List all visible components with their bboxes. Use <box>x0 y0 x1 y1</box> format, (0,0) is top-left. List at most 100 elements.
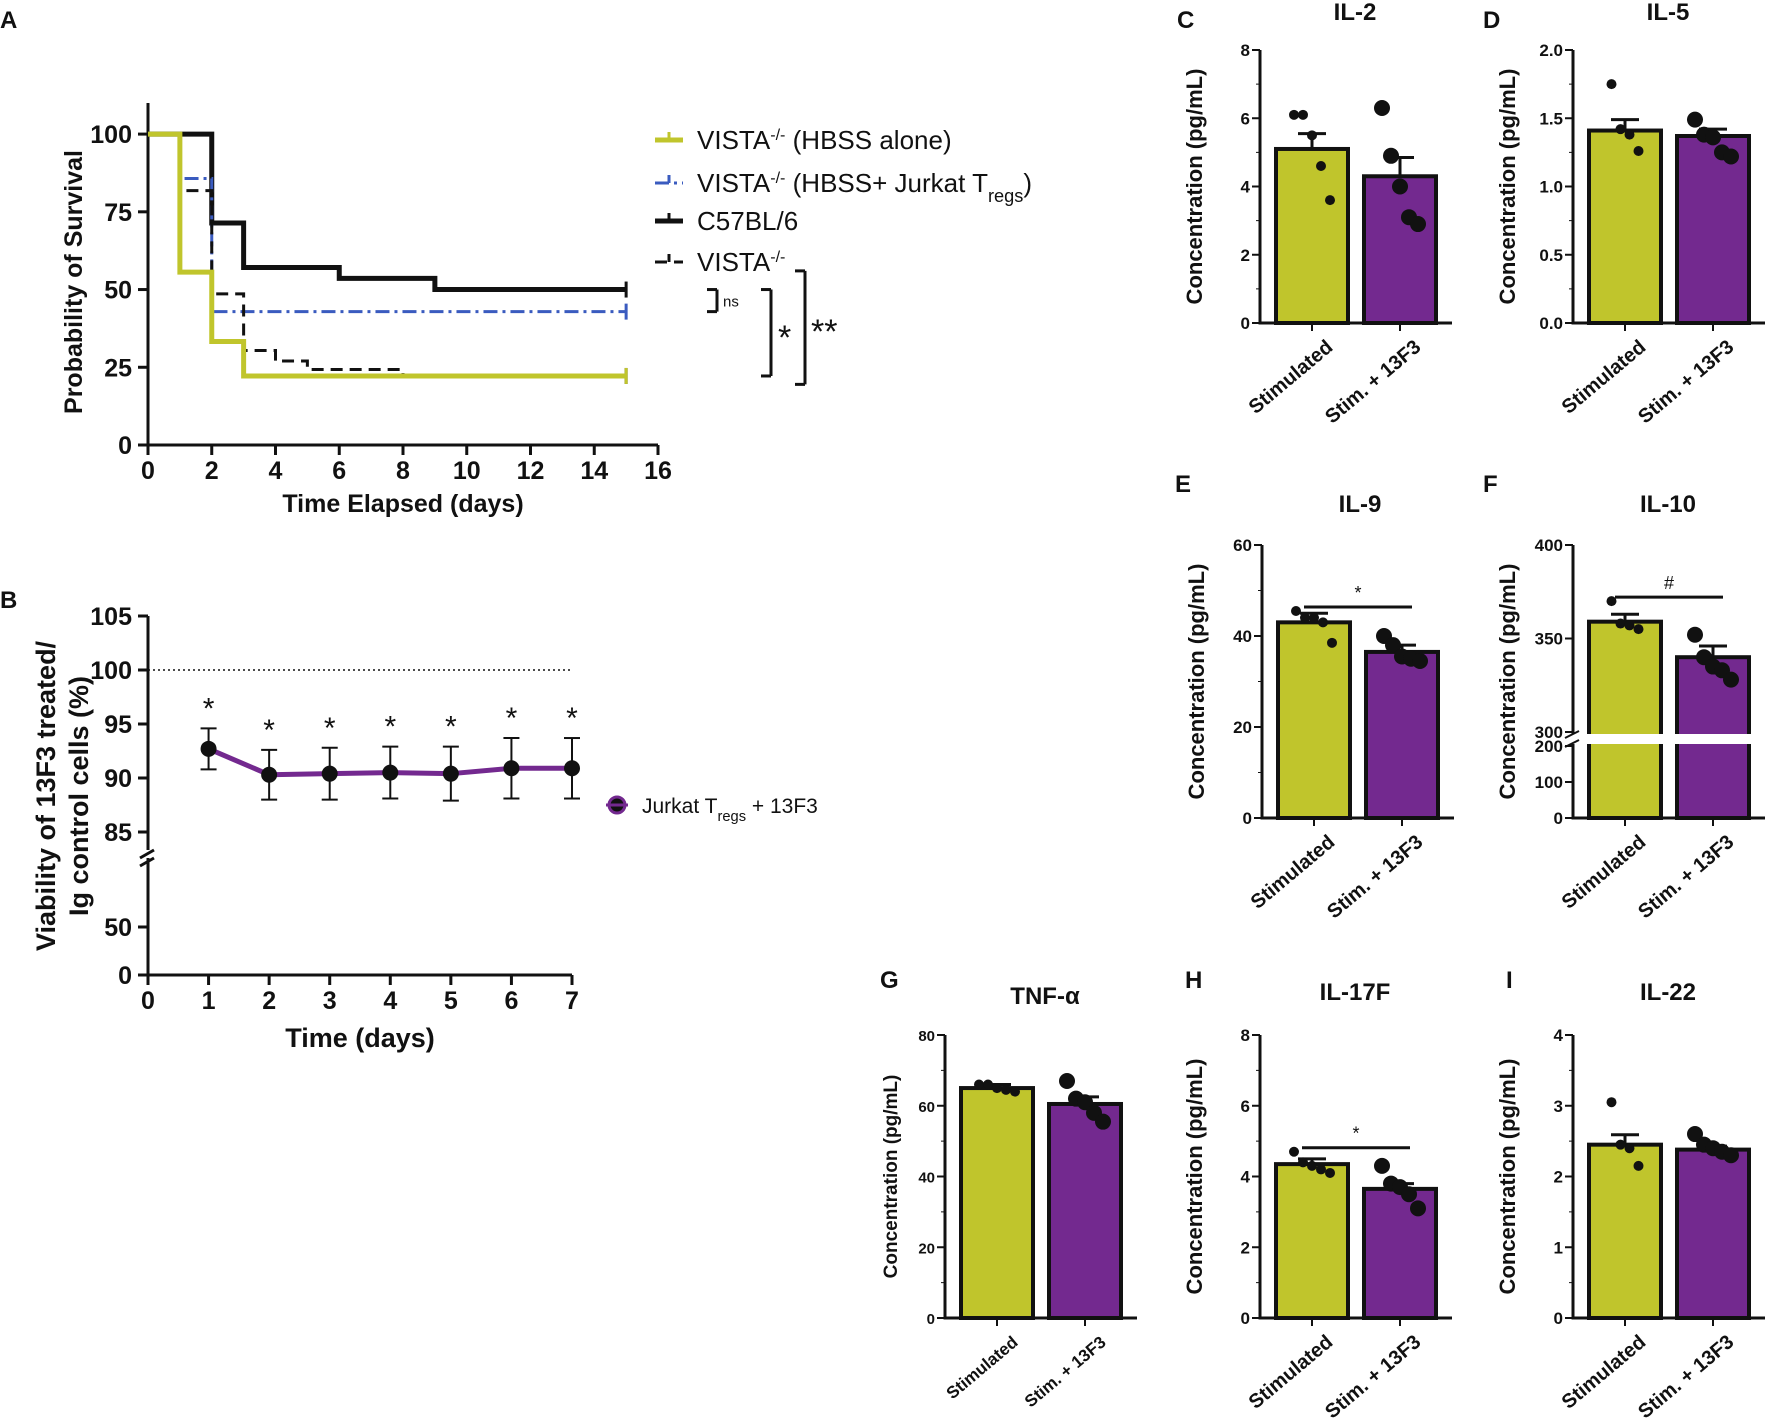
tick-label-y-d: 1.5 <box>1539 109 1563 128</box>
point-h-0 <box>1289 1146 1299 1157</box>
category-label-h-1: Stim. + 13F3 <box>1321 1331 1425 1423</box>
category-label-f-1: Stim. + 13F3 <box>1634 831 1738 923</box>
point-c-1 <box>1392 178 1408 195</box>
panel-letter-i: I <box>1506 967 1513 994</box>
tick-label-y-a: 0 <box>118 432 132 460</box>
point-e-0 <box>1318 617 1328 628</box>
tick-label-y-h: 2 <box>1241 1238 1250 1257</box>
tick-label-y-d: 0.5 <box>1539 246 1563 265</box>
tick-label-x-b: 5 <box>444 987 458 1015</box>
category-label-c-0: Stimulated <box>1245 336 1337 419</box>
legend-label-a-1: VISTA-/- (HBSS+ Jurkat Tregs) <box>697 168 1032 206</box>
sig-ns-a: ns <box>723 294 739 311</box>
bar-d-1 <box>1675 133 1751 325</box>
tick-label-y-c: 6 <box>1241 109 1250 128</box>
sig-star-a: * <box>778 319 791 357</box>
axis-title-y-d: Concentration (pg/mL) <box>1495 69 1520 305</box>
axis-title-x-a: Time Elapsed (days) <box>282 490 523 518</box>
tick-label-y-i: 3 <box>1554 1097 1563 1116</box>
legend-label-a-0: VISTA-/- (HBSS alone) <box>697 125 952 155</box>
tick-label-y-i: 0 <box>1554 1309 1563 1328</box>
panel-title-e: IL-9 <box>1339 491 1382 518</box>
data-point-b <box>503 760 520 777</box>
tick-label-y-h: 8 <box>1241 1026 1250 1045</box>
bar-g-1 <box>1047 1101 1123 1320</box>
tick-label-y-i: 4 <box>1554 1026 1564 1045</box>
tick-label-y-h: 0 <box>1241 1309 1250 1328</box>
tick-label-y-f: 0 <box>1554 809 1563 828</box>
category-label-f-0: Stimulated <box>1558 831 1650 914</box>
tick-label-y-b: 85 <box>104 819 132 847</box>
point-d-0 <box>1633 146 1644 157</box>
point-g-0 <box>1010 1086 1020 1097</box>
category-label-g-1: Stim. + 13F3 <box>1021 1333 1110 1412</box>
point-i-0 <box>1606 1097 1617 1108</box>
tick-label-y-e: 60 <box>1233 536 1252 555</box>
point-f-0 <box>1615 618 1626 629</box>
legend-label-a-2: C57BL/6 <box>697 206 798 236</box>
category-label-i-1: Stim. + 13F3 <box>1634 1331 1738 1423</box>
km-curve-2 <box>148 131 627 293</box>
tick-label-y-b: 90 <box>104 765 132 793</box>
legend-label-b: Jurkat Tregs + 13F3 <box>642 795 818 825</box>
tick-label-y-f: 300 <box>1535 723 1563 742</box>
axis-title-y-a: Probability of Survival <box>60 150 88 414</box>
point-i-1 <box>1687 1126 1703 1143</box>
sig-dstar-a: ** <box>811 313 837 351</box>
tick-label-y-e: 40 <box>1233 627 1252 646</box>
axis-title-y-b-2: Ig control cells (%) <box>64 676 94 916</box>
tick-label-y-h: 6 <box>1241 1097 1250 1116</box>
point-i-0 <box>1633 1160 1644 1171</box>
bar-i-0 <box>1587 1142 1663 1320</box>
tick-label-y-b: 105 <box>90 603 132 631</box>
axis-title-y-b-1: Viability of 13F3 treated/ <box>31 640 61 951</box>
axis-break-b <box>139 856 155 868</box>
panel-title-g: TNF-α <box>1010 983 1080 1010</box>
tick-label-y-d: 1.0 <box>1539 178 1563 197</box>
axis-title-y-g: Concentration (pg/mL) <box>881 1075 902 1279</box>
tick-label-y-d: 0.0 <box>1539 314 1563 333</box>
tick-label-x-a: 4 <box>269 457 283 485</box>
bar-e-1 <box>1364 649 1440 820</box>
point-c-1 <box>1383 147 1399 164</box>
point-d-1 <box>1723 148 1739 165</box>
axis-break-f <box>1564 730 1580 739</box>
tick-label-x-b: 4 <box>383 987 397 1015</box>
point-h-0 <box>1307 1160 1317 1171</box>
point-f-0 <box>1606 596 1617 607</box>
axis-break-f <box>1564 739 1580 748</box>
point-h-1 <box>1410 1200 1426 1217</box>
tick-label-y-g: 20 <box>918 1240 935 1257</box>
category-label-e-0: Stimulated <box>1247 831 1339 914</box>
sig-label-h: * <box>1352 1124 1359 1144</box>
tick-label-y-b: 0 <box>118 962 132 990</box>
tick-label-y-b: 100 <box>90 657 132 685</box>
bar-e-0 <box>1276 620 1352 820</box>
panel-letter-f: F <box>1483 471 1498 498</box>
tick-label-x-a: 2 <box>205 457 219 485</box>
axis-title-y-i: Concentration (pg/mL) <box>1495 1059 1520 1295</box>
tick-label-x-a: 6 <box>332 457 346 485</box>
panel-letter-h: H <box>1185 967 1202 994</box>
point-f-0 <box>1633 624 1644 635</box>
tick-label-y-g: 60 <box>918 1099 935 1116</box>
point-h-1 <box>1374 1157 1390 1174</box>
category-label-i-0: Stimulated <box>1558 1331 1650 1414</box>
tick-label-x-a: 16 <box>644 457 672 485</box>
point-d-0 <box>1606 79 1617 90</box>
panel-letter-e: E <box>1175 471 1191 498</box>
tick-label-y-g: 0 <box>927 1311 935 1328</box>
panel-letter-g: G <box>880 967 899 994</box>
bar-d-0 <box>1587 128 1663 325</box>
tick-label-y-a: 50 <box>104 277 132 305</box>
point-g-1 <box>1095 1113 1111 1130</box>
point-c-1 <box>1410 216 1426 233</box>
category-label-d-0: Stimulated <box>1558 336 1650 419</box>
point-d-1 <box>1705 129 1721 146</box>
tick-label-y-c: 0 <box>1241 314 1250 333</box>
panel-title-h: IL-17F <box>1320 979 1391 1006</box>
category-label-h-0: Stimulated <box>1245 1331 1337 1414</box>
tick-label-x-b: 7 <box>565 987 579 1015</box>
data-point-b <box>321 765 338 782</box>
sig-star-b: * <box>445 711 457 744</box>
